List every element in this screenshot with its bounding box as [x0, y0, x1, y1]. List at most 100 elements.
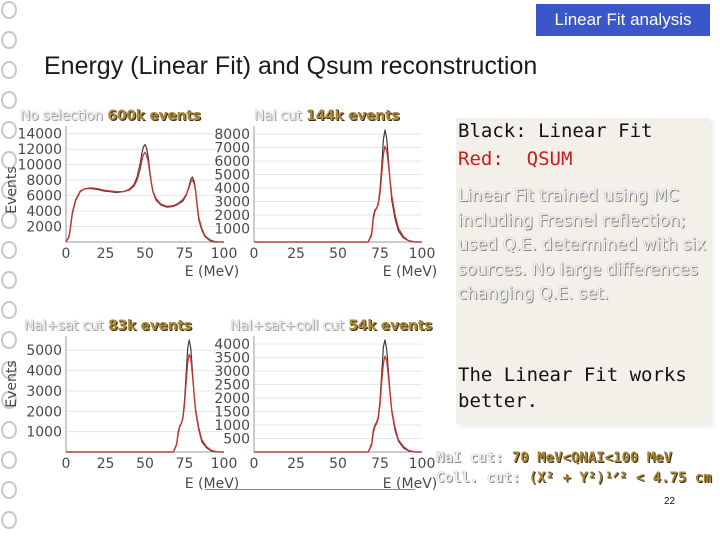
panel-4-events: 54k events [348, 318, 433, 334]
divider-line [205, 489, 415, 490]
x-tick-label: 25 [97, 456, 115, 472]
ring-decoration [1, 91, 17, 109]
y-tick-label: 2500 [214, 378, 250, 394]
ring-decoration [1, 61, 17, 79]
y-tick-label: 8000 [26, 173, 62, 189]
legend-red-qsum: Red: QSUM [458, 148, 573, 170]
y-tick-label: 4000 [214, 181, 250, 197]
energy-histogram-nai-sat-cut: 1000 2000 3000 4000 5000 0 25 50 75 100 E (MeV) Eve… [4, 336, 239, 492]
y-tick-label: 1000 [26, 425, 62, 441]
y-tick-label: 4000 [214, 337, 250, 353]
y-tick-label: 1000 [214, 418, 250, 434]
panel-1-selection: No selection [20, 108, 103, 124]
y-axis-label: Events [4, 360, 20, 407]
notes-conclusion: The Linear Fit works better. [458, 364, 687, 412]
section-badge: Linear Fit analysis [536, 4, 710, 36]
coll-cut-key: Coll. cut: [436, 470, 521, 486]
ring-decoration [1, 271, 17, 289]
x-tick-label: 25 [97, 246, 115, 262]
coll-cut-definition: Coll. cut: (X² + Y²)¹ᐟ² < 4.75 cm [436, 470, 712, 486]
notes-description: Linear Fit trained using MC including Fr… [458, 186, 706, 303]
page-number: 22 [664, 496, 676, 507]
x-tick-label: 100 [409, 456, 436, 472]
x-tick-label: 0 [250, 456, 259, 472]
panel-1-events: 600k events [107, 108, 201, 124]
series-line-qsum [254, 145, 422, 243]
legend-black-linear-fit: Black: Linear Fit [458, 120, 653, 142]
y-tick-label: 4000 [26, 364, 62, 380]
coll-cut-value: (X² + Y²)¹ᐟ² < 4.75 cm [528, 470, 712, 486]
x-axis-label: E (MeV) [383, 264, 438, 280]
y-tick-label: 4000 [26, 204, 62, 220]
x-tick-label: 50 [329, 456, 347, 472]
y-tick-label: 2000 [214, 391, 250, 407]
panel-4-selection: NaI+sat+coll cut [230, 318, 344, 334]
notebook-rings-decoration [1, 1, 17, 529]
x-tick-label: 50 [136, 456, 154, 472]
notes-box: Black: Linear Fit Red: QSUM Linear Fit t… [456, 118, 710, 424]
y-tick-label: 12000 [17, 142, 62, 158]
panel-2-selection: NaI cut [254, 108, 302, 124]
x-tick-label: 0 [62, 246, 71, 262]
series-line-linear-fit [65, 144, 224, 243]
x-tick-label: 100 [211, 456, 238, 472]
nai-cut-key: NaI cut: [436, 450, 504, 466]
ring-decoration [1, 511, 17, 529]
nai-cut-value: 70 MeV<QNAI<100 MeV [511, 450, 673, 466]
slide-title: Energy (Linear Fit) and Qsum reconstruct… [44, 52, 538, 80]
x-tick-label: 0 [62, 456, 71, 472]
x-tick-label: 50 [329, 246, 347, 262]
panel-3-selection: NaI+sat cut [24, 318, 104, 334]
x-tick-label: 100 [211, 246, 238, 262]
series-line-qsum [254, 355, 422, 453]
x-tick-label: 25 [287, 456, 305, 472]
y-axis-label: Events [4, 166, 20, 213]
panel-label-4: NaI+sat+coll cut 54k events [230, 318, 432, 334]
panel-label-2: NaI cut 144k events [254, 108, 400, 124]
x-tick-label: 75 [176, 456, 194, 472]
ring-decoration [1, 181, 17, 199]
y-tick-label: 2000 [26, 404, 62, 420]
x-tick-label: 75 [371, 246, 389, 262]
panel-2-events: 144k events [306, 108, 400, 124]
ring-decoration [1, 391, 17, 409]
panel-label-3: NaI+sat cut 83k events [24, 318, 192, 334]
y-tick-label: 5000 [26, 343, 62, 359]
ring-decoration [1, 481, 17, 499]
y-tick-label: 1000 [214, 222, 250, 238]
nai-cut-definition: NaI cut: 70 MeV<QNAI<100 MeV [436, 450, 672, 466]
y-tick-label: 14000 [17, 127, 62, 143]
ring-decoration [1, 121, 17, 139]
y-tick-label: 5000 [214, 168, 250, 184]
ring-decoration [1, 241, 17, 259]
y-tick-label: 8000 [214, 127, 250, 143]
series-line-linear-fit [254, 129, 422, 243]
panel-label-1: No selection 600k events [20, 108, 201, 124]
ring-decoration [1, 331, 17, 349]
series-line-qsum [66, 353, 224, 453]
ring-decoration [1, 421, 17, 439]
ring-decoration [1, 301, 17, 319]
x-tick-label: 100 [409, 246, 436, 262]
y-tick-label: 2000 [214, 208, 250, 224]
ring-decoration [1, 1, 17, 19]
x-tick-label: 50 [136, 246, 154, 262]
x-axis-label: E (MeV) [383, 476, 438, 492]
y-tick-label: 2000 [26, 220, 62, 236]
ring-decoration [1, 151, 17, 169]
y-tick-label: 7000 [214, 141, 250, 157]
x-tick-label: 75 [176, 246, 194, 262]
y-tick-label: 500 [223, 432, 250, 448]
ring-decoration [1, 361, 17, 379]
y-tick-label: 6000 [26, 189, 62, 205]
y-tick-label: 3000 [214, 364, 250, 380]
panel-3-events: 83k events [108, 318, 192, 334]
y-tick-label: 3000 [26, 384, 62, 400]
ring-decoration [1, 211, 17, 229]
y-tick-label: 3000 [214, 195, 250, 211]
ring-decoration [1, 31, 17, 49]
ring-decoration [1, 451, 17, 469]
